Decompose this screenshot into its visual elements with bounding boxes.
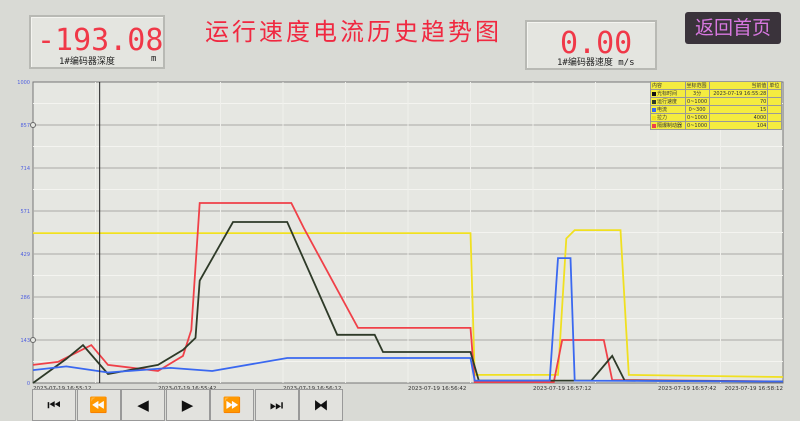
legend-range: 0~1000 [684, 113, 710, 122]
y-tick-label: 143 [20, 338, 30, 344]
fast-back-button[interactable]: ⏪ [76, 389, 121, 421]
x-tick-label: 2023-07-19 16:55:12 [33, 386, 91, 390]
fast-forward-icon: ⏩ [222, 396, 242, 414]
speed-display: 0.00 1#编码器速度 m/s [525, 20, 657, 70]
legend-label: 电流 [657, 107, 668, 113]
legend-swatch [652, 123, 656, 128]
legend-label: 光标时间 [657, 91, 678, 97]
series-line-0 [33, 229, 784, 378]
y-tick-label: 857 [20, 123, 30, 129]
first-button[interactable]: ⏮ [32, 389, 76, 421]
legend-header: 内容 坐标范围 当前值 单位 [650, 81, 782, 90]
depth-label: 1#编码器深度 [59, 57, 115, 67]
y-tick-label: 1000 [17, 80, 30, 86]
legend-row: 电流 0~300 15 [650, 105, 782, 114]
legend-label: 运行速度 [657, 99, 678, 105]
legend-range: 0~300 [684, 105, 710, 114]
series-line-1 [32, 202, 784, 384]
x-tick-label: 2023-07-19 16:57:12 [533, 386, 591, 390]
legend-row: 运行速度 0~1000 70 [650, 97, 782, 106]
legend-unit [767, 89, 782, 98]
legend-swatch [652, 107, 656, 112]
zoom-icon: ⧓ [313, 396, 329, 414]
legend-row: 隔爆制动器 0~1000 104 [650, 121, 782, 130]
back-button[interactable]: ◀ [121, 389, 165, 421]
forward-button[interactable]: ▶ [165, 389, 210, 421]
legend-label: 隔爆制动器 [657, 123, 683, 129]
legend-label: 拉力 [657, 115, 668, 121]
legend-unit [767, 121, 782, 130]
legend-name: 运行速度 [650, 97, 686, 106]
legend-value: 4000 [708, 113, 769, 122]
depth-unit: m [151, 54, 157, 64]
y-tick-label: 0 [27, 381, 30, 387]
legend-name: 隔爆制动器 [650, 121, 686, 130]
legend-unit [767, 105, 782, 114]
legend-range: 0~1000 [684, 97, 710, 106]
legend-swatch [652, 115, 656, 120]
legend-header-cell: 单位 [767, 81, 782, 90]
y-tick-label: 714 [20, 166, 30, 172]
legend-unit [767, 113, 782, 122]
skip-to-start-icon: ⏮ [47, 396, 61, 414]
x-tick-label: 2023-07-19 16:55:42 [158, 386, 216, 390]
legend-unit [767, 97, 782, 106]
legend-range: 3分 [684, 89, 710, 98]
legend-header-cell: 当前值 [708, 81, 769, 90]
y-tick-label: 571 [20, 209, 30, 215]
step-forward-icon: ▶ [181, 396, 194, 414]
legend-name: 拉力 [650, 113, 686, 122]
step-back-icon: ◀ [137, 396, 149, 414]
legend-swatch [652, 91, 656, 96]
x-tick-label: 2023-07-19 16:58:12 [725, 386, 783, 390]
legend-header-cell: 坐标范围 [684, 81, 710, 90]
speed-value: 0.00 [560, 26, 633, 61]
fast-forward-button[interactable]: ⏩ [210, 389, 254, 421]
depth-value: -193.08 [37, 23, 164, 58]
depth-display: -193.08 1#编码器深度 m [29, 15, 165, 69]
speed-label: 1#编码器速度 m/s [557, 58, 635, 68]
last-button[interactable]: ⏭ [254, 389, 299, 421]
zoom-button[interactable]: ⧓ [299, 389, 343, 421]
legend-table: 内容 坐标范围 当前值 单位 光标时间 3分 2023-07-19 16:55:… [650, 81, 782, 130]
skip-to-end-icon: ⏭ [269, 396, 284, 414]
legend-name: 电流 [650, 105, 686, 114]
y-tick-label: 286 [20, 295, 30, 301]
legend-range: 0~1000 [684, 121, 710, 130]
legend-swatch [652, 99, 656, 104]
legend-value: 70 [708, 97, 769, 106]
legend-value: 15 [708, 105, 769, 114]
page-title: 运行速度电流历史趋势图 [205, 18, 502, 46]
back-home-button[interactable]: 返回首页 [685, 12, 781, 44]
legend-header-cell: 内容 [650, 81, 686, 90]
legend-value: 104 [708, 121, 769, 130]
series-line-3 [32, 257, 784, 383]
axis-handle-bottom [30, 336, 36, 343]
legend-name: 光标时间 [650, 89, 686, 98]
x-tick-label: 2023-07-19 16:56:42 [408, 386, 466, 390]
legend-row: 拉力 0~1000 4000 [650, 113, 782, 122]
fast-backward-icon: ⏪ [89, 396, 108, 414]
x-tick-label: 2023-07-19 16:57:42 [658, 386, 716, 390]
axis-handle-top [30, 122, 36, 129]
legend-value: 2023-07-19 16:55:28 [708, 89, 769, 98]
legend-row: 光标时间 3分 2023-07-19 16:55:28 [650, 89, 782, 98]
y-tick-label: 429 [20, 252, 30, 258]
x-tick-label: 2023-07-19 16:56:12 [283, 386, 341, 390]
